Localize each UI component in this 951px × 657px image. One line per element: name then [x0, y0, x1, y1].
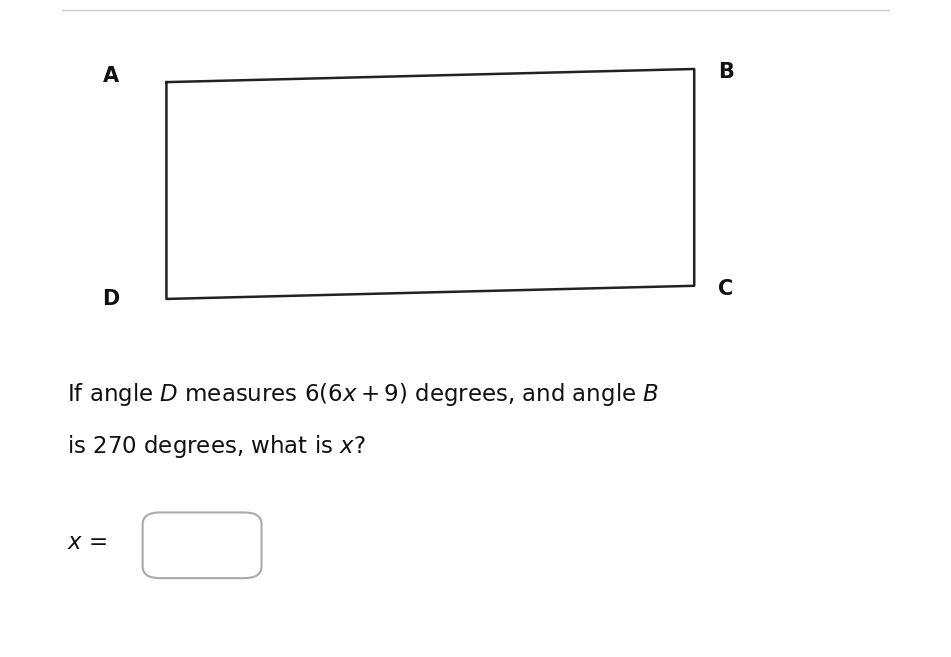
- FancyBboxPatch shape: [143, 512, 262, 578]
- Text: C: C: [718, 279, 733, 299]
- Text: B: B: [718, 62, 734, 82]
- Text: If angle $D$ measures $6(6x + 9)$ degrees, and angle $B$: If angle $D$ measures $6(6x + 9)$ degree…: [67, 380, 659, 408]
- Text: $x$ =: $x$ =: [67, 530, 107, 554]
- Text: is $270$ degrees, what is $x$?: is $270$ degrees, what is $x$?: [67, 433, 365, 461]
- Text: A: A: [103, 66, 119, 85]
- Text: D: D: [102, 289, 119, 309]
